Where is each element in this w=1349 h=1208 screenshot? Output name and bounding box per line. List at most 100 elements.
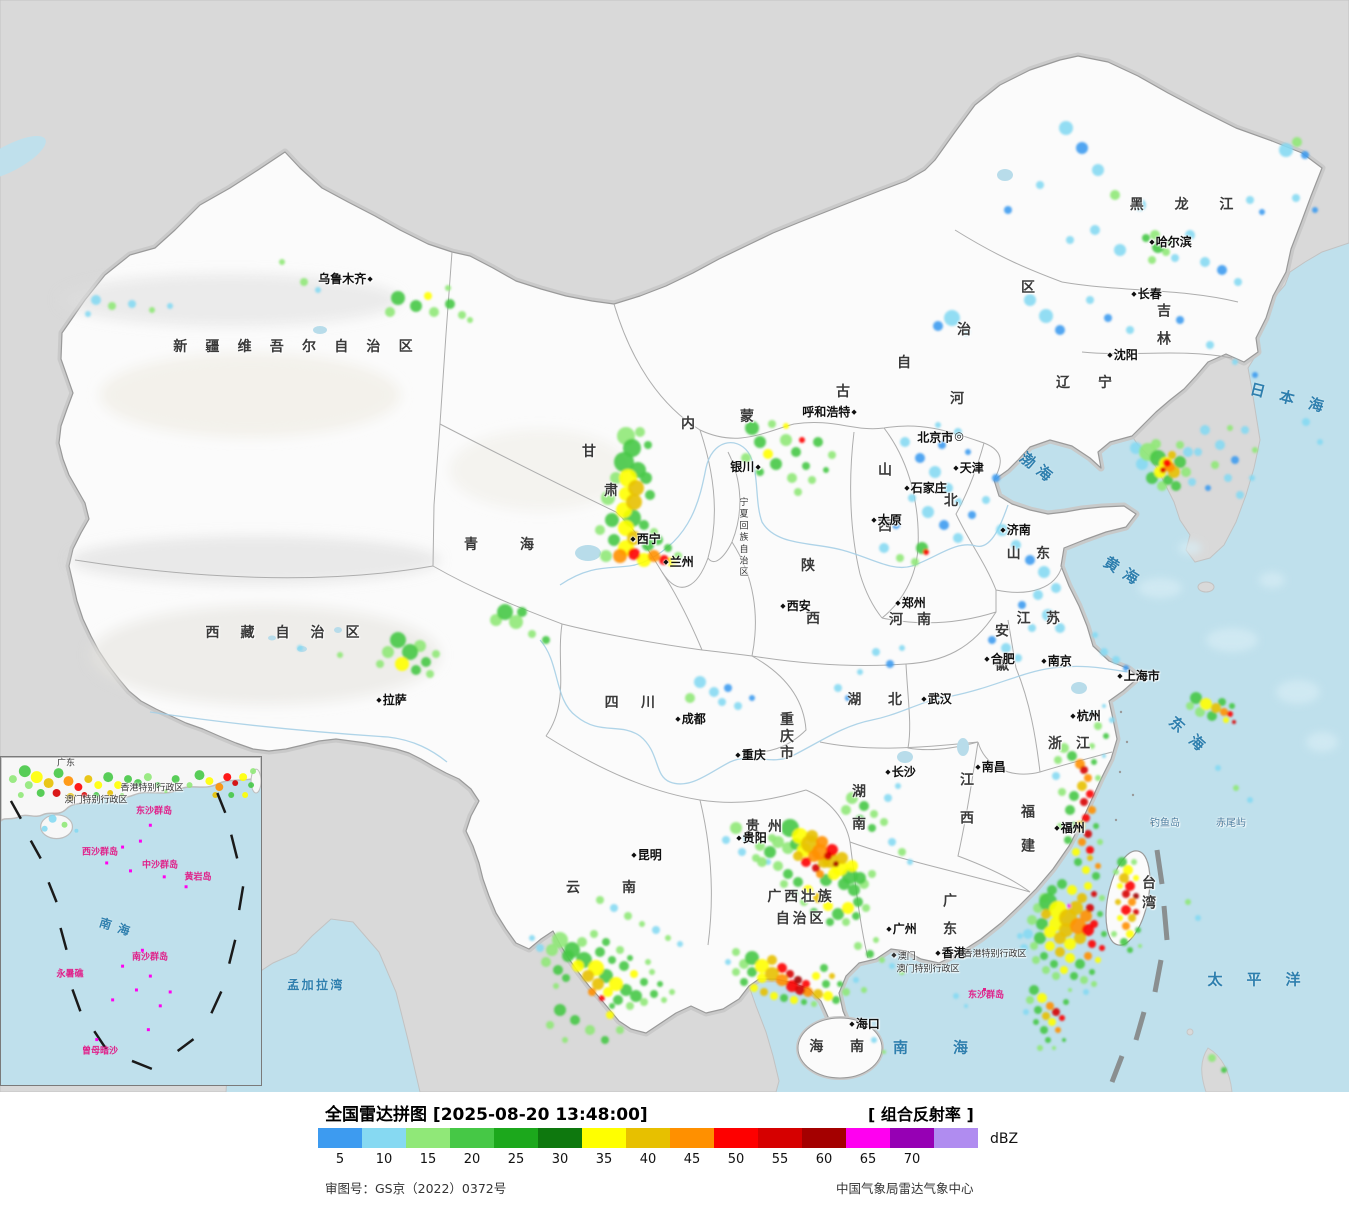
radar-echo <box>1133 875 1139 881</box>
radar-echo <box>738 848 746 856</box>
radar-echo <box>402 644 418 660</box>
radar-echo <box>279 259 285 265</box>
radar-echo <box>1004 206 1012 214</box>
radar-echo <box>1055 1027 1061 1033</box>
radar-echo <box>1046 1002 1054 1010</box>
hainan-island-outline <box>797 1017 883 1079</box>
small-island <box>1186 1028 1194 1036</box>
radar-echo <box>1150 230 1160 240</box>
radar-echo <box>1074 932 1086 944</box>
radar-echo <box>1186 702 1194 710</box>
radar-echo <box>1047 885 1057 895</box>
legend-tick-15: 15 <box>419 1152 437 1167</box>
radar-echo <box>953 533 963 543</box>
radar-echo <box>1152 241 1164 253</box>
radar-echo <box>1040 952 1048 960</box>
radar-echo <box>808 850 820 862</box>
radar-echo <box>553 983 559 989</box>
radar-echo <box>954 498 962 506</box>
radar-echo <box>1042 609 1054 621</box>
radar-echo <box>812 972 820 980</box>
radar-echo <box>773 861 783 871</box>
radar-echo <box>61 821 68 828</box>
radar-echo <box>828 868 840 880</box>
radar-echo <box>801 857 811 867</box>
radar-echo <box>1040 1026 1048 1034</box>
radar-echo <box>1051 583 1061 593</box>
radar-echo <box>429 307 439 317</box>
radar-echo <box>1227 425 1233 431</box>
radar-echo <box>767 955 777 965</box>
radar-echo <box>882 1050 886 1054</box>
radar-echo <box>149 307 155 313</box>
radar-echo <box>755 959 769 973</box>
radar-echo <box>52 789 61 797</box>
radar-echo <box>879 957 885 963</box>
legend-color-13 <box>890 1128 934 1148</box>
legend-tick-65: 65 <box>859 1152 877 1167</box>
radar-echo <box>992 474 1000 482</box>
radar-echo <box>794 488 802 496</box>
radar-echo <box>962 328 970 336</box>
radar-echo <box>133 779 142 788</box>
radar-echo <box>783 869 793 879</box>
radar-echo <box>1093 823 1099 829</box>
inset-radar-echo-layer <box>8 765 257 833</box>
radar-echo <box>167 303 173 309</box>
radar-echo <box>1171 481 1181 491</box>
radar-echo <box>1302 418 1310 426</box>
radar-echo <box>1126 326 1134 334</box>
radar-echo <box>780 880 788 888</box>
radar-echo <box>601 1036 609 1044</box>
radar-echo <box>1001 643 1011 653</box>
radar-echo <box>619 961 629 971</box>
radar-echo <box>1232 359 1238 365</box>
radar-echo <box>1077 781 1087 791</box>
radar-echo <box>1030 942 1038 950</box>
radar-echo <box>640 998 648 1006</box>
radar-echo <box>205 777 214 786</box>
radar-echo <box>94 781 103 790</box>
radar-echo <box>886 660 894 668</box>
nine-dash-line <box>1109 849 1170 1083</box>
radar-echo <box>734 702 742 710</box>
radar-echo <box>857 669 863 675</box>
radar-echo <box>250 768 257 775</box>
radar-echo <box>1168 451 1176 459</box>
radar-echo <box>1092 164 1104 176</box>
radar-echo <box>896 554 904 562</box>
radar-echo <box>1163 475 1173 485</box>
radar-echo <box>1183 447 1193 457</box>
radar-echo <box>826 918 834 926</box>
radar-echo <box>1034 932 1046 944</box>
radar-echo <box>390 632 406 648</box>
radar-echo <box>652 926 660 934</box>
radar-echo <box>741 453 751 463</box>
radar-echo <box>745 421 759 435</box>
radar-echo <box>590 930 598 938</box>
radar-echo <box>749 695 755 701</box>
radar-echo <box>242 791 249 798</box>
radar-echo <box>1241 426 1249 434</box>
radar-echo <box>1025 555 1035 565</box>
inset-taiwan-tip <box>250 768 261 794</box>
radar-echo <box>665 935 671 941</box>
radar-echo <box>1086 904 1094 912</box>
radar-echo <box>1083 989 1089 995</box>
radar-echo <box>595 525 605 535</box>
radar-echo <box>1062 1038 1066 1042</box>
radar-echo <box>1176 316 1184 324</box>
radar-echo <box>1080 910 1092 922</box>
radar-echo <box>1080 766 1088 774</box>
radar-echo <box>803 987 813 997</box>
radar-echo <box>620 984 632 996</box>
legend-tick-5: 5 <box>335 1152 345 1167</box>
radar-echo <box>911 558 919 566</box>
radar-echo <box>1023 929 1033 939</box>
radar-echo <box>799 437 805 443</box>
radar-echo <box>1052 772 1060 780</box>
radar-echo <box>66 792 75 801</box>
radar-echo <box>572 960 584 972</box>
radar-echo <box>1301 151 1309 159</box>
radar-echo <box>870 810 878 818</box>
